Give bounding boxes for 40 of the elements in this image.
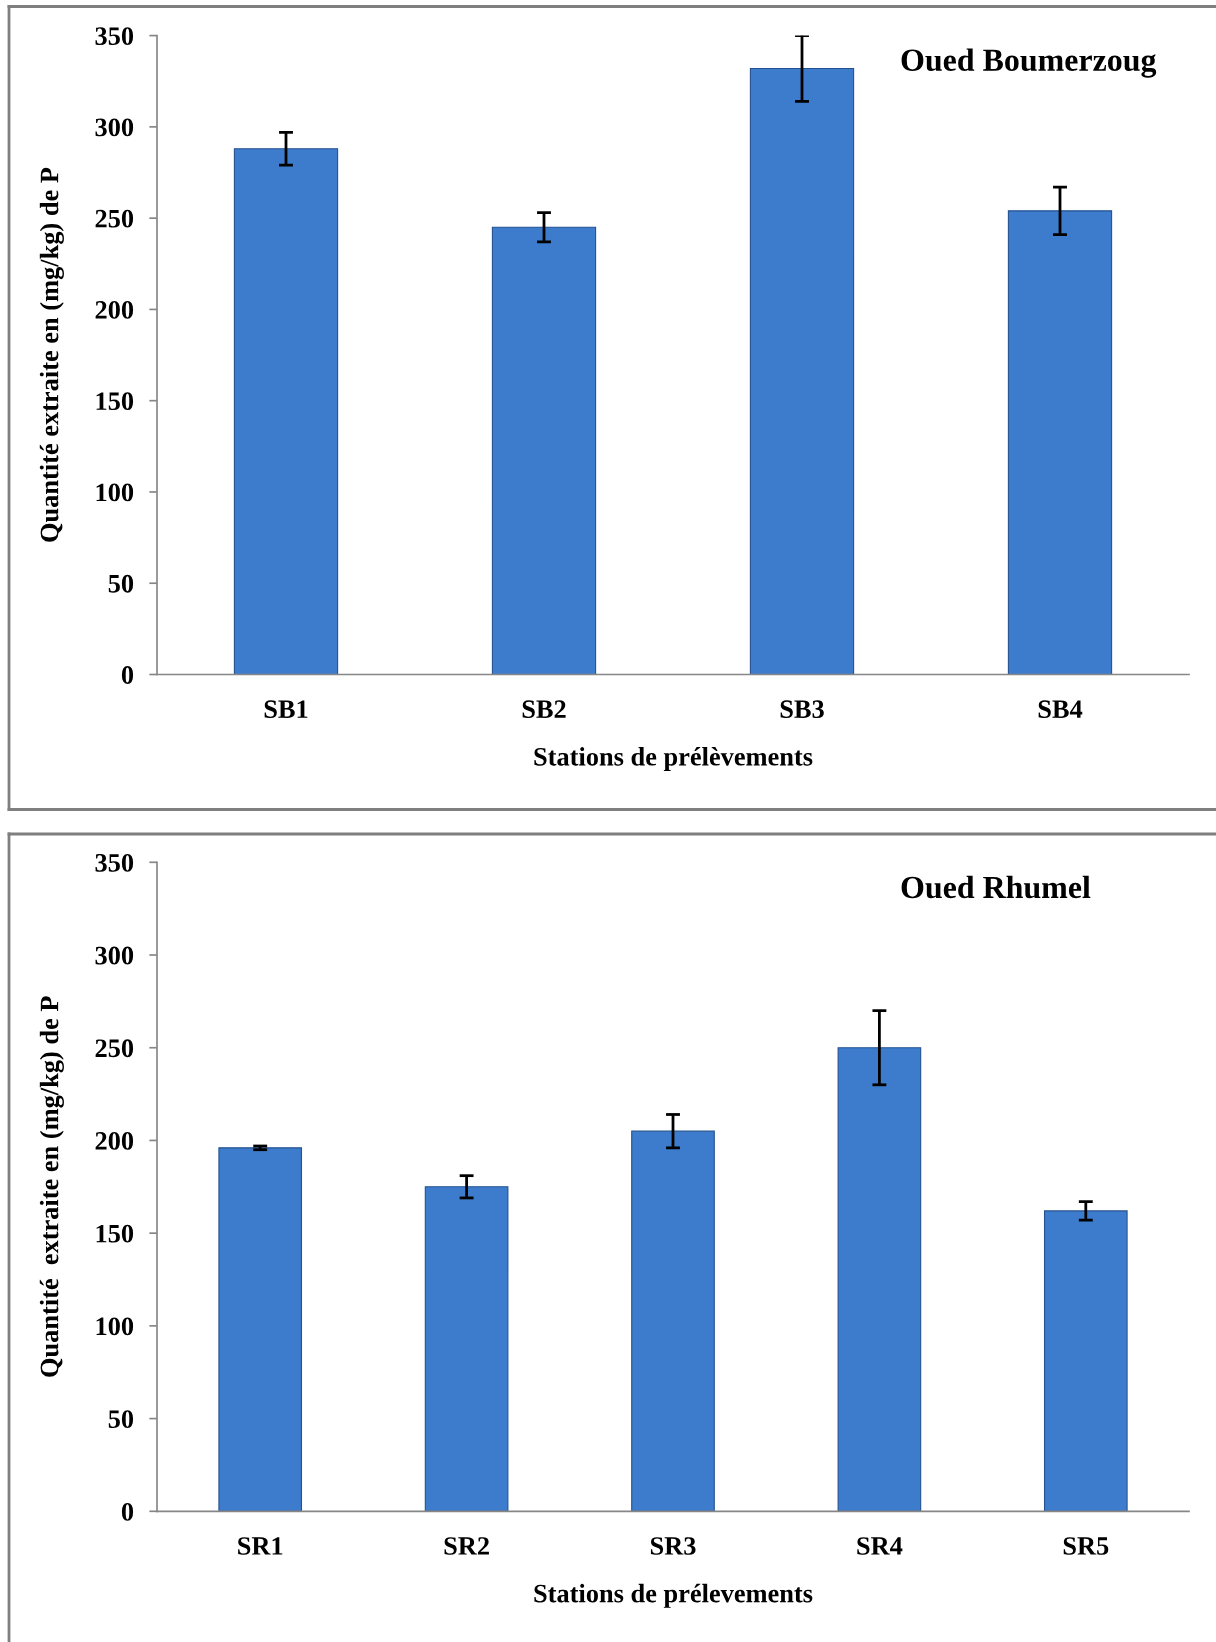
y-tick-label: 350 xyxy=(95,27,134,46)
bar xyxy=(233,148,339,675)
y-tick-label: 0 xyxy=(121,666,134,684)
chart-title: Oued Rhumel xyxy=(901,875,1091,899)
bar xyxy=(218,1147,303,1512)
x-tick-label: SB2 xyxy=(522,700,566,719)
bar xyxy=(424,1186,509,1512)
y-tick-label: 300 xyxy=(95,946,134,965)
y-tick-label: 100 xyxy=(96,1317,134,1336)
y-tick-label: 50 xyxy=(108,1410,134,1428)
y-tick-label: 200 xyxy=(95,301,134,319)
y-tick-label: 0 xyxy=(121,1502,134,1521)
bar xyxy=(1043,1210,1128,1512)
y-tick-label: 100 xyxy=(96,483,134,502)
bar xyxy=(749,67,855,675)
x-tick-label: SB3 xyxy=(780,700,824,719)
y-axis-title: Quantité extraite en (mg/kg) de P xyxy=(39,167,64,542)
bar xyxy=(1007,210,1113,675)
y-tick-label: 150 xyxy=(96,392,134,411)
bar xyxy=(631,1130,715,1512)
x-tick-label: SR4 xyxy=(857,1537,903,1555)
y-tick-label: 250 xyxy=(95,1039,134,1058)
x-tick-label: SR1 xyxy=(238,1537,283,1555)
x-tick-label: SR2 xyxy=(444,1537,489,1555)
y-tick-label: 250 xyxy=(95,209,134,228)
bar xyxy=(837,1047,922,1512)
x-axis-title: Stations de prélevements xyxy=(534,1583,813,1608)
y-axis-title: Quantité extraite en (mg/kg) de P xyxy=(39,996,64,1377)
y-tick-label: 50 xyxy=(108,574,134,593)
y-tick-label: 200 xyxy=(95,1132,134,1150)
x-tick-label: SR5 xyxy=(1063,1537,1109,1555)
bar xyxy=(491,226,597,675)
chart-title: Oued Boumerzoug xyxy=(901,48,1157,78)
y-tick-label: 150 xyxy=(96,1224,134,1243)
x-tick-label: SB1 xyxy=(264,700,308,719)
x-axis-title: Stations de prélèvements xyxy=(534,747,813,771)
x-tick-label: SR3 xyxy=(650,1537,696,1555)
y-tick-label: 350 xyxy=(95,853,134,872)
y-tick-label: 300 xyxy=(95,118,134,137)
x-tick-label: SB4 xyxy=(1038,700,1083,719)
